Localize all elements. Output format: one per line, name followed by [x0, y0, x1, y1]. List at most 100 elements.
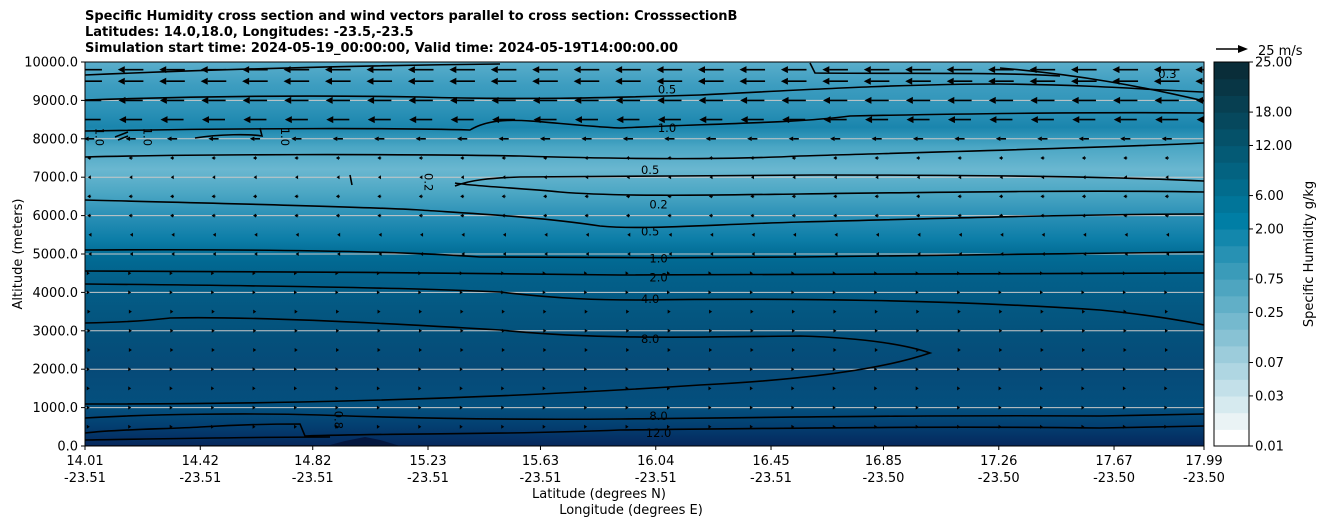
wind-vector-head [1206, 406, 1209, 410]
colorbar-segment [1214, 79, 1249, 96]
x-tick-label-lon: -23.51 [64, 471, 106, 486]
x-tick-label-lon: -23.51 [292, 471, 334, 486]
colorbar-segment [1214, 212, 1249, 229]
quiver-key-arrowhead [1238, 45, 1248, 53]
contour-label: 2.0 [649, 271, 667, 285]
x-axis: 14.01 -23.51 14.42 -23.51 14.82 -23.51 15.23 -2… [64, 446, 1225, 486]
humidity-cross-section-chart: 0.51.00.50.20.51.02.04.08.08.012.00.30.2… [0, 0, 1326, 526]
y-axis: 0.01000.02000.03000.04000.05000.06000.07… [24, 56, 85, 455]
wind-vector-head [1206, 271, 1209, 275]
x-tick-label-lat: 14.82 [294, 454, 331, 469]
colorbar: 0.010.030.070.250.752.006.0012.0018.0025… [1214, 56, 1292, 455]
contour-label: 0.2 [649, 198, 667, 212]
x-axis-label-lat: Latitude (degrees N) [532, 487, 666, 502]
x-tick-label-lat: 17.67 [1095, 454, 1132, 469]
contour-label: 1.0 [658, 121, 676, 135]
x-tick-label-lon: -23.51 [750, 471, 792, 486]
colorbar-segment [1214, 196, 1249, 213]
wind-vector-head [1206, 310, 1209, 314]
colorbar-tick-label: 2.00 [1255, 222, 1284, 237]
x-tick-label-lat: 16.45 [752, 454, 789, 469]
colorbar-tick-label: 0.03 [1255, 389, 1284, 404]
x-tick-label-lon: -23.51 [179, 471, 221, 486]
colorbar-segment [1214, 162, 1249, 179]
colorbar-segment [1214, 396, 1249, 413]
x-tick-label-lat: 15.23 [409, 454, 446, 469]
y-axis-label: Altitude (meters) [11, 199, 26, 310]
wind-vector-head [1206, 329, 1209, 333]
colorbar-segment [1214, 129, 1249, 146]
colorbar-segment [1214, 179, 1249, 196]
x-tick-label-lat: 14.01 [66, 454, 103, 469]
contour-label: 1.0 [93, 128, 107, 146]
x-axis-label-lon: Longitude (degrees E) [559, 503, 703, 518]
x-tick-label-lon: -23.50 [1183, 471, 1225, 486]
y-tick-label: 4000.0 [33, 286, 79, 301]
colorbar-segment [1214, 145, 1249, 162]
plot-area: 0.51.00.50.20.51.02.04.08.08.012.00.30.2… [76, 62, 1221, 446]
wind-vector-head [1206, 194, 1209, 198]
contour-label: 1.0 [140, 128, 154, 146]
colorbar-tick-label: 25.00 [1255, 56, 1292, 71]
wind-vector-head [1206, 386, 1209, 390]
colorbar-segment [1214, 363, 1249, 380]
y-tick-label: 3000.0 [33, 324, 79, 339]
contour-label: 1.0 [278, 128, 292, 146]
x-tick-label-lat: 15.63 [522, 454, 559, 469]
y-tick-label: 10000.0 [24, 56, 78, 71]
colorbar-label: Specific Humidity g/kg [1302, 181, 1317, 327]
colorbar-tick-label: 0.01 [1255, 440, 1284, 455]
contour-label: 12.0 [646, 426, 672, 440]
contour-label: 0.5 [658, 83, 676, 97]
x-tick-label-lat: 16.04 [637, 454, 674, 469]
colorbar-tick-label: 12.00 [1255, 139, 1292, 154]
x-tick-label-lat: 17.99 [1185, 454, 1222, 469]
wind-vector-head [1206, 214, 1209, 218]
colorbar-segment [1214, 95, 1249, 112]
wind-vector-head [1208, 233, 1211, 237]
y-tick-label: 6000.0 [33, 209, 79, 224]
x-tick-label-lat: 14.42 [182, 454, 219, 469]
contour-label: 4.0 [641, 292, 659, 306]
contour-label: 0.2 [422, 173, 436, 191]
wind-vector-head [1207, 175, 1210, 179]
x-tick-label-lon: -23.50 [1093, 471, 1135, 486]
colorbar-segment [1214, 329, 1249, 346]
wind-vector-head [1206, 290, 1209, 294]
colorbar-segment [1214, 62, 1249, 79]
contour-label: 1.0 [649, 251, 667, 265]
colorbar-segment [1214, 413, 1249, 430]
colorbar-tick-label: 0.07 [1255, 356, 1284, 371]
colorbar-segment [1214, 429, 1249, 446]
x-tick-label-lon: -23.51 [407, 471, 449, 486]
colorbar-segment [1214, 112, 1249, 129]
colorbar-segment [1214, 296, 1249, 313]
y-tick-label: 1000.0 [33, 401, 79, 416]
x-tick-label-lon: -23.50 [863, 471, 905, 486]
y-tick-label: 7000.0 [33, 171, 79, 186]
wind-vector-head [78, 116, 85, 123]
x-tick-label-lon: -23.50 [978, 471, 1020, 486]
contour-label: 0.5 [641, 225, 659, 239]
colorbar-segment [1214, 229, 1249, 246]
y-tick-label: 8000.0 [33, 132, 79, 147]
y-tick-label: 2000.0 [33, 363, 79, 378]
x-tick-label-lon: -23.51 [635, 471, 677, 486]
x-tick-label-lat: 16.85 [865, 454, 902, 469]
y-tick-label: 5000.0 [33, 248, 79, 263]
colorbar-tick-label: 0.75 [1255, 273, 1284, 288]
contour-label: 8.0 [641, 332, 659, 346]
colorbar-segment [1214, 279, 1249, 296]
wind-vector-head [1206, 348, 1209, 352]
wind-vector-head [1208, 252, 1211, 256]
wind-vector-head [76, 78, 83, 85]
x-tick-label-lat: 17.26 [980, 454, 1017, 469]
wind-vector-head [1206, 156, 1209, 160]
contour-label: 0.3 [1158, 67, 1176, 81]
contour-label: 8.0 [649, 409, 667, 423]
colorbar-segment [1214, 246, 1249, 263]
wind-vector-head [1206, 425, 1209, 429]
colorbar-segment [1214, 262, 1249, 279]
y-tick-label: 9000.0 [33, 94, 79, 109]
x-tick-label-lon: -23.51 [520, 471, 562, 486]
